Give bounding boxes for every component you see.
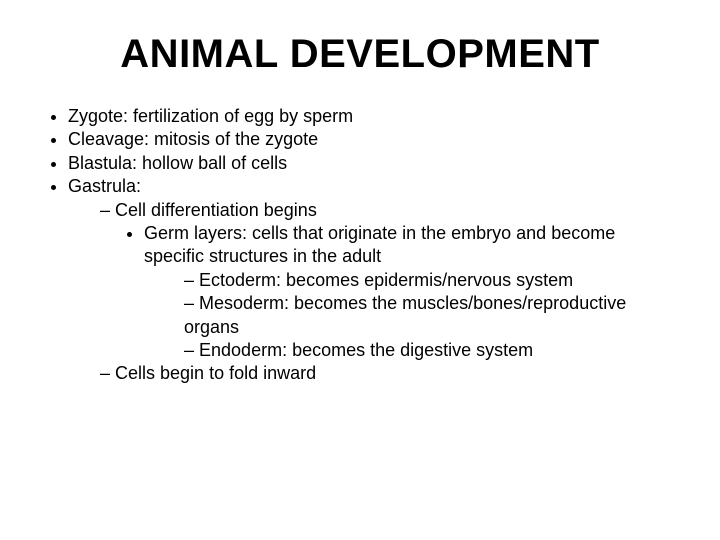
slide: ANIMAL DEVELOPMENT Zygote: fertilization… [0, 0, 720, 540]
germ-layers-list: Germ layers: cells that originate in the… [100, 222, 680, 362]
bullet-mesoderm: Mesoderm: becomes the muscles/bones/repr… [184, 292, 680, 339]
bullet-cell-differentiation-label: Cell differentiation begins [115, 200, 317, 220]
bullet-gastrula-label: Gastrula: [68, 176, 141, 196]
bullet-endoderm: Endoderm: becomes the digestive system [184, 339, 680, 362]
bullet-blastula: Blastula: hollow ball of cells [68, 152, 680, 175]
bullet-cleavage: Cleavage: mitosis of the zygote [68, 128, 680, 151]
slide-content: Zygote: fertilization of egg by sperm Cl… [40, 105, 680, 386]
gastrula-sublist: Cell differentiation begins Germ layers:… [68, 199, 680, 386]
bullet-germ-layers: Germ layers: cells that originate in the… [144, 222, 680, 362]
germ-layer-types-list: Ectoderm: becomes epidermis/nervous syst… [144, 269, 680, 363]
bullet-list: Zygote: fertilization of egg by sperm Cl… [40, 105, 680, 386]
bullet-gastrula: Gastrula: Cell differentiation begins Ge… [68, 175, 680, 386]
slide-title: ANIMAL DEVELOPMENT [40, 32, 680, 77]
bullet-cells-fold-inward: Cells begin to fold inward [100, 362, 680, 385]
bullet-ectoderm: Ectoderm: becomes epidermis/nervous syst… [184, 269, 680, 292]
bullet-germ-layers-label: Germ layers: cells that originate in the… [144, 223, 615, 266]
bullet-zygote: Zygote: fertilization of egg by sperm [68, 105, 680, 128]
bullet-cell-differentiation: Cell differentiation begins Germ layers:… [100, 199, 680, 363]
